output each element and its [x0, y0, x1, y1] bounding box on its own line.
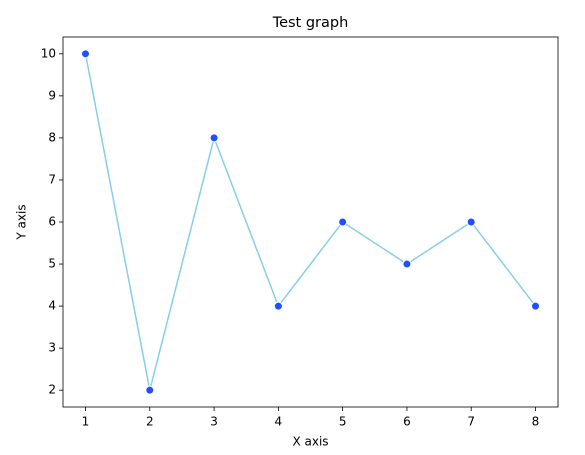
point [531, 301, 540, 311]
chart-title: Test graph [272, 15, 349, 31]
x-tick-label: 6 [403, 415, 411, 429]
y-axis-label: Y axis [15, 204, 29, 240]
y-tick-label: 9 [48, 88, 56, 102]
point [338, 217, 348, 227]
y-tick-label: 10 [41, 46, 56, 60]
plot-frame [62, 36, 559, 408]
x-tick-label: 1 [82, 415, 90, 429]
x-tick-label: 3 [210, 415, 218, 429]
x-tick-label: 7 [467, 415, 475, 429]
x-tick-label: 5 [339, 415, 347, 429]
point [209, 133, 219, 143]
point [145, 385, 155, 395]
point [466, 217, 476, 227]
line [84, 53, 537, 391]
y-tick-label: 6 [48, 215, 56, 229]
y-tick-label: 8 [48, 130, 56, 144]
x-tick-label: 4 [275, 415, 283, 429]
x-tick-label: 2 [146, 415, 154, 429]
y-tick-label: 2 [48, 383, 56, 397]
y-tick-label: 5 [48, 257, 56, 271]
y-tick-label: 3 [48, 341, 56, 355]
point [273, 301, 283, 311]
y-tick-label: 7 [48, 172, 56, 186]
point [402, 259, 412, 269]
x-axis-label: X axis [292, 435, 328, 449]
y-tick-label: 4 [48, 299, 56, 313]
point [81, 49, 90, 59]
x-tick-label: 8 [532, 415, 540, 429]
